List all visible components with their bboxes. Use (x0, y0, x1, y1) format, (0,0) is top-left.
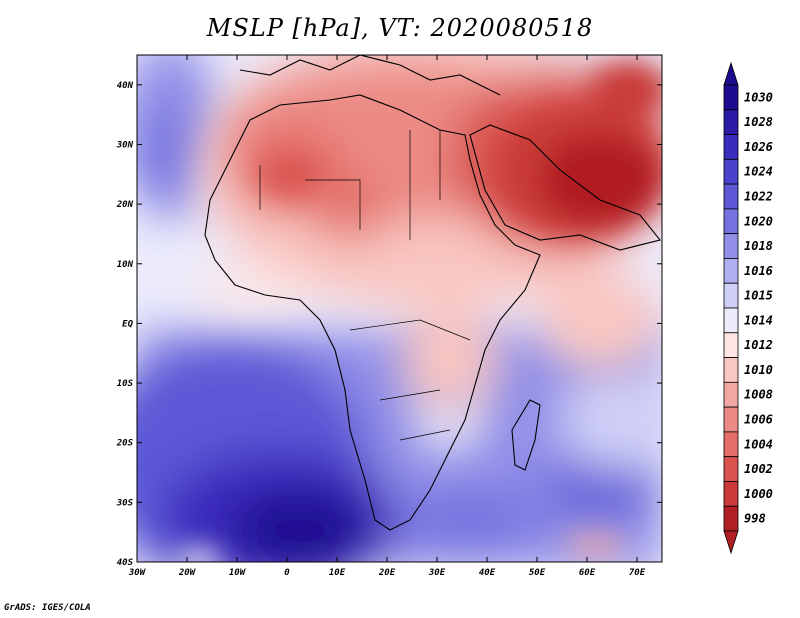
colorbar-swatch (723, 282, 739, 309)
colorbar-swatch (723, 481, 739, 507)
y-tick-label: 30N (116, 140, 134, 150)
colorbar-label: 1014 (744, 313, 773, 327)
colorbar-label: 1012 (744, 338, 773, 352)
y-axis-ticks: 40N 30N 20N 10N EQ 10S 20S 30S 40S (116, 81, 662, 568)
colorbar-label: 1010 (744, 363, 773, 377)
coastlines (204, 55, 661, 531)
colorbar-label: 1008 (744, 388, 773, 402)
africa-coastline (204, 94, 541, 531)
colorbar-label: 1024 (744, 165, 773, 179)
colorbar-swatch (723, 307, 739, 334)
colorbar-swatch (723, 84, 739, 111)
colorbar-swatch (723, 381, 739, 408)
colorbar-label: 1002 (744, 462, 773, 476)
colorbar-label: 1030 (744, 90, 773, 104)
y-tick-label: 10N (117, 260, 134, 270)
colorbar-label: 1018 (744, 239, 773, 253)
x-tick-label: 40E (479, 568, 496, 578)
colorbar-bottom-extension (723, 530, 739, 555)
y-tick-label: 10S (117, 379, 134, 389)
colorbar-label: 1026 (744, 140, 773, 154)
colorbar-swatch (723, 233, 739, 259)
colorbar-label: 1006 (744, 413, 773, 427)
madagascar-coastline (511, 399, 541, 471)
x-tick-label: 30W (128, 568, 147, 578)
grads-credit: GrADS: IGES/COLA (4, 603, 91, 613)
colorbar-swatch (723, 431, 739, 458)
x-tick-label: 30E (428, 568, 446, 578)
border-lines (259, 130, 471, 441)
colorbar-swatch (723, 183, 739, 210)
colorbar-top-extension (723, 61, 739, 86)
arabian-peninsula-coastline (469, 124, 661, 251)
europe-coastline (239, 55, 501, 96)
colorbar-label: 1004 (744, 437, 773, 451)
x-tick-label: 60E (579, 568, 596, 578)
y-tick-label: 30S (116, 498, 134, 508)
x-tick-label: 10W (229, 568, 247, 578)
pressure-field (137, 55, 662, 562)
colorbar-swatch (723, 134, 739, 160)
x-tick-label: 10E (329, 568, 346, 578)
x-tick-label: 20W (178, 568, 197, 578)
x-tick-label: 50E (529, 568, 546, 578)
y-tick-label: 20N (116, 200, 134, 210)
colorbar-swatch (723, 208, 739, 235)
colorbar-label: 1016 (744, 264, 773, 278)
y-tick-label: EQ (122, 319, 133, 329)
x-axis-ticks: 30W 20W 10W 0 10E 20E 30E 40E 50E 60E 70E (128, 55, 646, 578)
colorbar-swatch (723, 258, 739, 284)
colorbar-swatch (723, 406, 739, 433)
y-tick-label: 20S (116, 439, 134, 449)
colorbar-label: 1020 (744, 214, 773, 228)
colorbar-swatch (723, 456, 739, 482)
colorbar: 1030 1028 1026 1024 1022 1020 1018 1016 1015 1014… (723, 61, 773, 555)
colorbar-swatch (723, 332, 739, 358)
colorbar-swatch (723, 109, 739, 135)
colorbar-label: 1022 (744, 190, 773, 204)
colorbar-swatch (723, 158, 739, 185)
map-title: MSLP [hPa], VT: 2020080518 (206, 14, 594, 42)
colorbar-label: 998 (744, 512, 766, 526)
x-tick-label: 0 (284, 568, 290, 578)
x-tick-label: 20E (378, 568, 396, 578)
colorbar-label: 1015 (744, 289, 773, 303)
colorbar-swatch (723, 357, 739, 383)
x-tick-label: 70E (629, 568, 646, 578)
colorbar-swatch (723, 505, 739, 532)
y-tick-label: 40N (117, 81, 134, 91)
colorbar-label: 1028 (744, 115, 773, 129)
map-frame (136, 54, 663, 563)
colorbar-label: 1000 (744, 487, 773, 501)
y-tick-label: 40S (117, 558, 134, 568)
